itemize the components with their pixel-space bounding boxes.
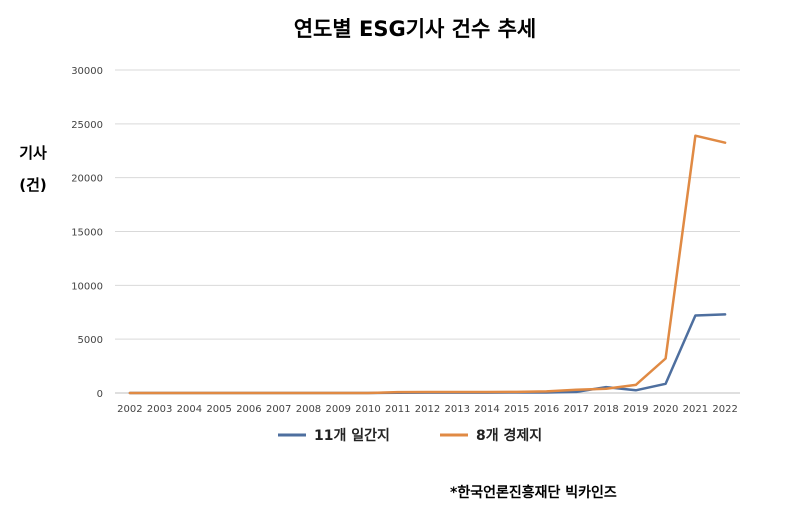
source-note: *한국언론진흥재단 빅카인즈 <box>450 484 617 501</box>
y-tick-labels: 0 5000 10000 15000 20000 25000 30000 <box>71 66 103 400</box>
series-line-2 <box>128 134 727 395</box>
legend: 11개 일간지 8개 경제지 <box>278 427 542 444</box>
x-tick-label: 2019 <box>623 404 648 415</box>
y-axis-label-line2: (건) <box>19 176 47 194</box>
x-tick-label: 2021 <box>683 404 708 415</box>
y-tick-label: 15000 <box>71 228 103 239</box>
x-tick-label: 2017 <box>564 404 589 415</box>
y-tick-label: 10000 <box>71 281 103 292</box>
x-tick-label: 2004 <box>177 404 202 415</box>
x-tick-label: 2011 <box>385 404 410 415</box>
x-tick-label: 2020 <box>653 404 678 415</box>
x-tick-label: 2005 <box>206 404 231 415</box>
legend-label-1: 11개 일간지 <box>314 427 390 444</box>
y-axis-label-line1: 기사 <box>19 144 47 162</box>
x-tick-label: 2013 <box>445 404 470 415</box>
gridlines <box>115 69 740 394</box>
y-tick-label: 30000 <box>71 66 103 77</box>
x-tick-label: 2009 <box>325 404 350 415</box>
x-tick-label: 2014 <box>474 404 499 415</box>
y-tick-label: 0 <box>97 389 103 400</box>
x-tick-label: 2018 <box>593 404 618 415</box>
x-tick-label: 2002 <box>117 404 142 415</box>
series-line-1 <box>128 313 727 395</box>
x-tick-label: 2006 <box>236 404 261 415</box>
series-lines <box>128 134 727 395</box>
chart-title: 연도별 ESG기사 건수 추세 <box>294 17 537 41</box>
legend-label-2: 8개 경제지 <box>476 427 542 444</box>
x-tick-label: 2022 <box>712 404 737 415</box>
x-tick-label: 2003 <box>147 404 172 415</box>
x-tick-label: 2007 <box>266 404 291 415</box>
x-tick-label: 2015 <box>504 404 529 415</box>
y-tick-label: 25000 <box>71 120 103 131</box>
x-tick-label: 2010 <box>355 404 380 415</box>
x-tick-labels: 2002 2003 2004 2005 2006 2007 2008 2009 2010 2011… <box>117 404 738 415</box>
y-tick-label: 20000 <box>71 174 103 185</box>
y-tick-label: 5000 <box>78 335 103 346</box>
x-tick-label: 2008 <box>296 404 321 415</box>
x-tick-label: 2016 <box>534 404 559 415</box>
x-tick-label: 2012 <box>415 404 440 415</box>
